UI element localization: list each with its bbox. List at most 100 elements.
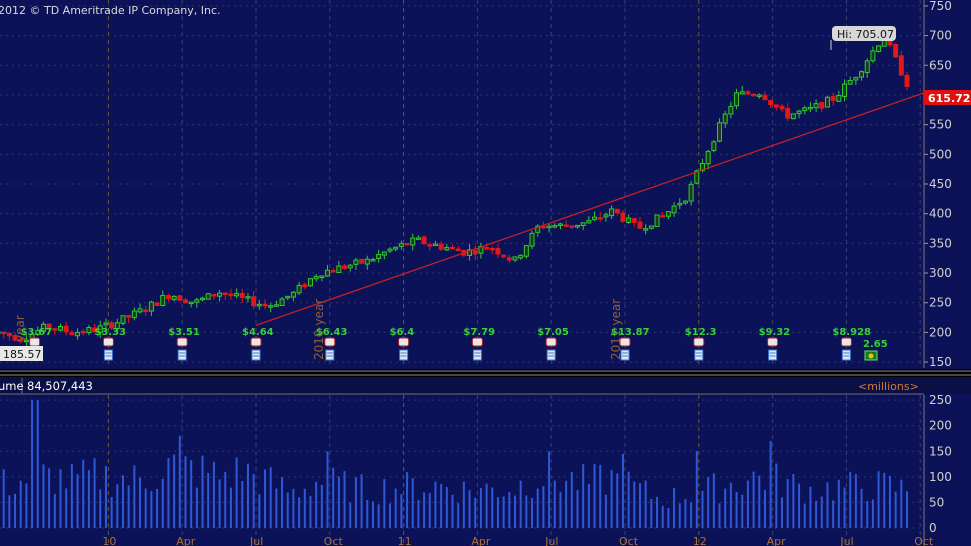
eps-label: $3.51 xyxy=(168,327,200,338)
low-label: 185.57 xyxy=(0,346,43,361)
volume-bar xyxy=(758,475,761,528)
volume-bar xyxy=(610,470,613,528)
support-trendline xyxy=(255,90,929,326)
candle-body xyxy=(455,248,461,252)
volume-bars xyxy=(2,400,909,528)
volume-bar xyxy=(229,487,232,528)
eps-report-icon[interactable] xyxy=(471,337,483,361)
x-tick-label: Apr xyxy=(767,535,787,546)
eps-report-icon[interactable] xyxy=(545,337,557,361)
volume-bar xyxy=(531,498,534,528)
volume-tick-label: 200 xyxy=(929,419,952,433)
volume-bar xyxy=(570,472,573,528)
volume-bar xyxy=(133,465,136,528)
candle-body xyxy=(302,284,308,288)
eps-report-icon[interactable] xyxy=(324,337,336,361)
candle-body xyxy=(580,222,586,227)
eps-report-icon[interactable] xyxy=(176,337,188,361)
candle-body xyxy=(631,218,637,223)
candle-body xyxy=(296,284,302,294)
candle-body xyxy=(671,205,677,214)
volume-bar xyxy=(826,482,829,528)
volume-bar xyxy=(451,494,454,528)
candle-body xyxy=(603,214,609,218)
candle-body xyxy=(336,265,342,274)
candle-body xyxy=(376,254,382,260)
candle-body xyxy=(756,94,762,97)
eps-report-icon[interactable] xyxy=(619,337,631,361)
volume-axis: 0 50 100 150 200 250 xyxy=(923,393,952,546)
volume-bar xyxy=(241,481,244,528)
candle-body xyxy=(807,106,813,110)
volume-bar xyxy=(735,492,738,528)
volume-bar xyxy=(70,464,73,528)
volume-bar xyxy=(513,495,516,528)
candle-body xyxy=(359,258,365,264)
volume-bar xyxy=(36,400,39,528)
eps-report-icon[interactable] xyxy=(767,337,779,361)
eps-report-icon[interactable] xyxy=(693,337,705,361)
candle-body xyxy=(484,247,490,250)
volume-bar xyxy=(110,496,113,528)
volume-bar xyxy=(252,473,255,528)
dividend-icon[interactable] xyxy=(864,350,878,361)
volume-bar xyxy=(854,474,857,528)
price-tick-label: 750 xyxy=(929,0,952,13)
candle-body xyxy=(614,208,620,214)
candle-body xyxy=(648,225,654,229)
candle-body xyxy=(239,293,245,299)
candle-body xyxy=(12,334,18,341)
volume-bar xyxy=(900,479,903,528)
volume-bar xyxy=(116,484,119,528)
volume-bar xyxy=(769,441,772,528)
candle-body xyxy=(779,105,785,110)
volume-bar xyxy=(42,464,45,528)
volume-bar xyxy=(718,503,721,528)
volume-bar xyxy=(343,471,346,528)
volume-bar xyxy=(423,492,426,528)
volume-bar xyxy=(695,451,698,528)
candle-body xyxy=(222,292,228,296)
volume-bar xyxy=(258,494,261,528)
volume-bar xyxy=(576,490,579,528)
eps-label: $12.3 xyxy=(685,327,717,338)
eps-report-icon[interactable] xyxy=(840,337,852,361)
candle-body xyxy=(52,328,58,331)
candle-body xyxy=(273,304,279,307)
candle-body xyxy=(6,332,12,337)
eps-report-icon[interactable] xyxy=(250,337,262,361)
volume-bar xyxy=(411,478,414,528)
candle-body xyxy=(114,322,120,330)
year-marker-2011: 2011 year xyxy=(609,299,623,360)
candle-body xyxy=(109,322,115,329)
candle-body xyxy=(660,215,666,218)
volume-bar xyxy=(837,479,840,528)
eps-report-icon[interactable] xyxy=(398,337,410,361)
candle-body xyxy=(728,106,734,115)
candle-body xyxy=(535,225,541,233)
high-label: Hi: 705.07 xyxy=(830,26,896,50)
volume-bar xyxy=(684,499,687,528)
candle-body xyxy=(870,50,876,62)
candle-body xyxy=(694,170,700,184)
candle-body xyxy=(415,237,421,240)
candle-body xyxy=(904,74,910,87)
candle-body xyxy=(790,113,796,120)
candle-body xyxy=(546,225,552,229)
candle-body xyxy=(893,43,899,58)
volume-bar xyxy=(65,488,68,528)
candle-body xyxy=(353,259,359,265)
candle-body xyxy=(432,243,438,247)
candle-body xyxy=(745,91,751,95)
candle-body xyxy=(217,292,223,297)
candle-body xyxy=(228,293,234,297)
eps-report-icon[interactable] xyxy=(102,337,114,361)
candle-body xyxy=(717,122,723,142)
candle-body xyxy=(518,254,524,259)
candle-body xyxy=(557,223,563,226)
candle-body xyxy=(643,228,649,231)
candle-body xyxy=(489,247,495,251)
volume-bar xyxy=(99,489,102,528)
volume-bar xyxy=(798,483,801,528)
candle-body xyxy=(262,303,268,307)
